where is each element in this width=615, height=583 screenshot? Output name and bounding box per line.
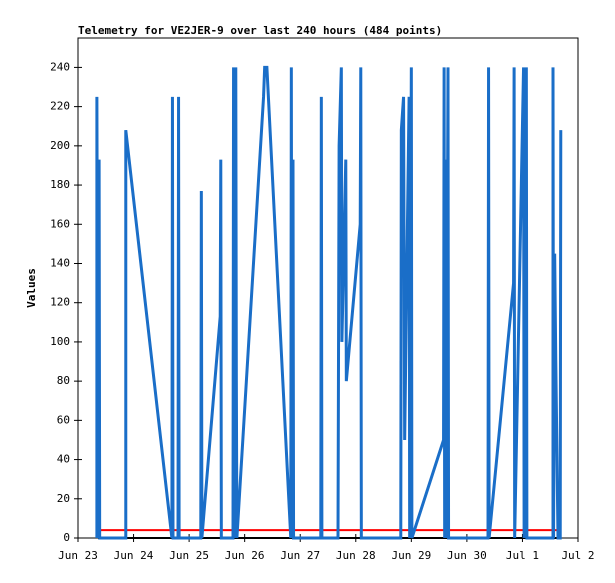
x-tick-label: Jun 24 <box>114 549 154 562</box>
y-tick-label: 200 <box>50 139 70 152</box>
y-tick-label: 40 <box>57 453 70 466</box>
x-tick-label: Jun 28 <box>336 549 376 562</box>
x-tick-label: Jul 1 <box>506 549 539 562</box>
y-tick-label: 0 <box>63 531 70 544</box>
y-tick-label: 100 <box>50 335 70 348</box>
x-tick-label: Jun 23 <box>58 549 98 562</box>
y-tick-label: 120 <box>50 296 70 309</box>
x-tick-label: Jul 2 <box>561 549 594 562</box>
y-tick-label: 20 <box>57 492 70 505</box>
y-tick-label: 60 <box>57 413 70 426</box>
data-line <box>95 65 563 540</box>
y-tick-label: 180 <box>50 178 70 191</box>
x-tick-label: Jun 30 <box>447 549 487 562</box>
y-tick-label: 140 <box>50 256 70 269</box>
y-tick-label: 160 <box>50 217 70 230</box>
chart-title: Telemetry for VE2JER-9 over last 240 hou… <box>78 24 442 37</box>
x-tick-label: Jun 29 <box>391 549 431 562</box>
y-tick-label: 220 <box>50 100 70 113</box>
y-tick-label: 240 <box>50 60 70 73</box>
x-tick-label: Jun 25 <box>169 549 209 562</box>
x-tick-label: Jun 26 <box>225 549 265 562</box>
y-tick-label: 80 <box>57 374 70 387</box>
x-tick-label: Jun 27 <box>280 549 320 562</box>
y-axis-label: Values <box>25 268 38 308</box>
